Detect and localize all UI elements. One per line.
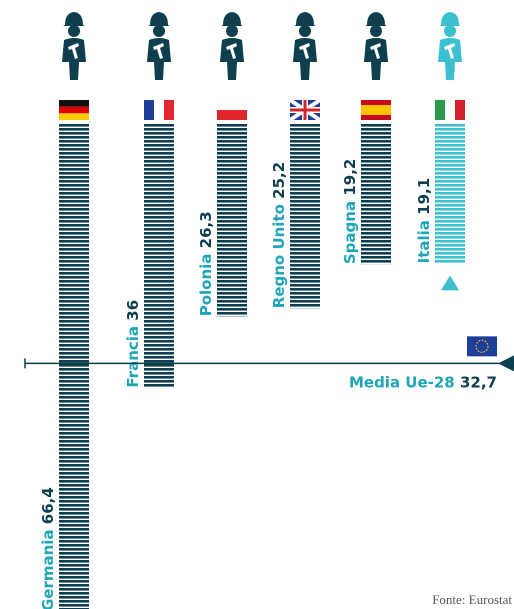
source: Fonte: Eurostat bbox=[432, 592, 512, 607]
head bbox=[68, 25, 80, 37]
bar bbox=[290, 123, 320, 309]
flag bbox=[217, 100, 247, 110]
hammer bbox=[68, 43, 79, 59]
bar bbox=[144, 123, 174, 388]
worker-icon bbox=[438, 12, 462, 80]
body bbox=[438, 38, 462, 80]
flag bbox=[59, 113, 89, 120]
flag bbox=[144, 100, 154, 120]
bar-label: Polonia 26,3 bbox=[197, 211, 215, 316]
flag bbox=[164, 100, 174, 120]
category-name: Francia bbox=[124, 326, 142, 388]
bar bbox=[59, 123, 89, 609]
category-name: Germania bbox=[39, 529, 57, 609]
worker-icon bbox=[220, 12, 244, 80]
worker-icon bbox=[147, 12, 171, 80]
average-arrow bbox=[498, 355, 514, 372]
flag bbox=[361, 105, 391, 115]
hammer bbox=[299, 43, 310, 59]
worker-icon bbox=[62, 12, 86, 80]
value-label: 19,2 bbox=[341, 159, 359, 196]
bar bbox=[217, 123, 247, 317]
hammer bbox=[444, 43, 455, 59]
helmet bbox=[365, 12, 387, 26]
bar-label: Regno Unito 25,2 bbox=[270, 162, 288, 308]
category-name: Regno Unito bbox=[270, 204, 288, 308]
bar-label: Germania 66,4 bbox=[39, 487, 57, 609]
category-name: Spagna bbox=[341, 201, 359, 264]
flag bbox=[455, 100, 465, 120]
bar bbox=[361, 123, 391, 265]
bar bbox=[435, 123, 465, 264]
average-label: Media Ue-28 32,7 bbox=[349, 373, 497, 391]
eu-flag bbox=[467, 336, 497, 357]
body bbox=[62, 38, 86, 80]
flag bbox=[59, 100, 89, 107]
worker-icon bbox=[364, 12, 388, 80]
worker-icon bbox=[293, 12, 317, 80]
value-label: 66,4 bbox=[39, 487, 57, 524]
value-label: 26,3 bbox=[197, 211, 215, 248]
head bbox=[370, 25, 382, 37]
category-name: Polonia bbox=[197, 254, 215, 317]
average-value: 32,7 bbox=[460, 373, 497, 391]
head bbox=[153, 25, 165, 37]
flag bbox=[59, 106, 89, 114]
flag bbox=[217, 110, 247, 120]
flag bbox=[290, 100, 320, 120]
flag bbox=[154, 100, 164, 120]
value-label: 19,1 bbox=[415, 178, 433, 215]
average-name: Media Ue-28 bbox=[349, 373, 455, 391]
helmet bbox=[63, 12, 85, 26]
hammer bbox=[370, 43, 381, 59]
helmet bbox=[439, 12, 461, 26]
head bbox=[226, 25, 238, 37]
body bbox=[293, 38, 317, 80]
helmet bbox=[294, 12, 316, 26]
value-label: 25,2 bbox=[270, 162, 288, 199]
bar-label: Italia 19,1 bbox=[415, 178, 433, 264]
category-name: Italia bbox=[415, 220, 433, 263]
eu-stars bbox=[475, 339, 489, 353]
helmet bbox=[221, 12, 243, 26]
hammer bbox=[153, 43, 164, 59]
body bbox=[220, 38, 244, 80]
body bbox=[364, 38, 388, 80]
flag bbox=[445, 100, 455, 120]
head bbox=[299, 25, 311, 37]
value-label: 36 bbox=[124, 300, 142, 321]
italy-pointer bbox=[441, 275, 459, 291]
body bbox=[147, 38, 171, 80]
bar-label: Francia 36 bbox=[124, 300, 142, 388]
hammer bbox=[226, 43, 237, 59]
helmet bbox=[148, 12, 170, 26]
bar-label: Spagna 19,2 bbox=[341, 159, 359, 264]
head bbox=[444, 25, 456, 37]
flag bbox=[435, 100, 445, 120]
